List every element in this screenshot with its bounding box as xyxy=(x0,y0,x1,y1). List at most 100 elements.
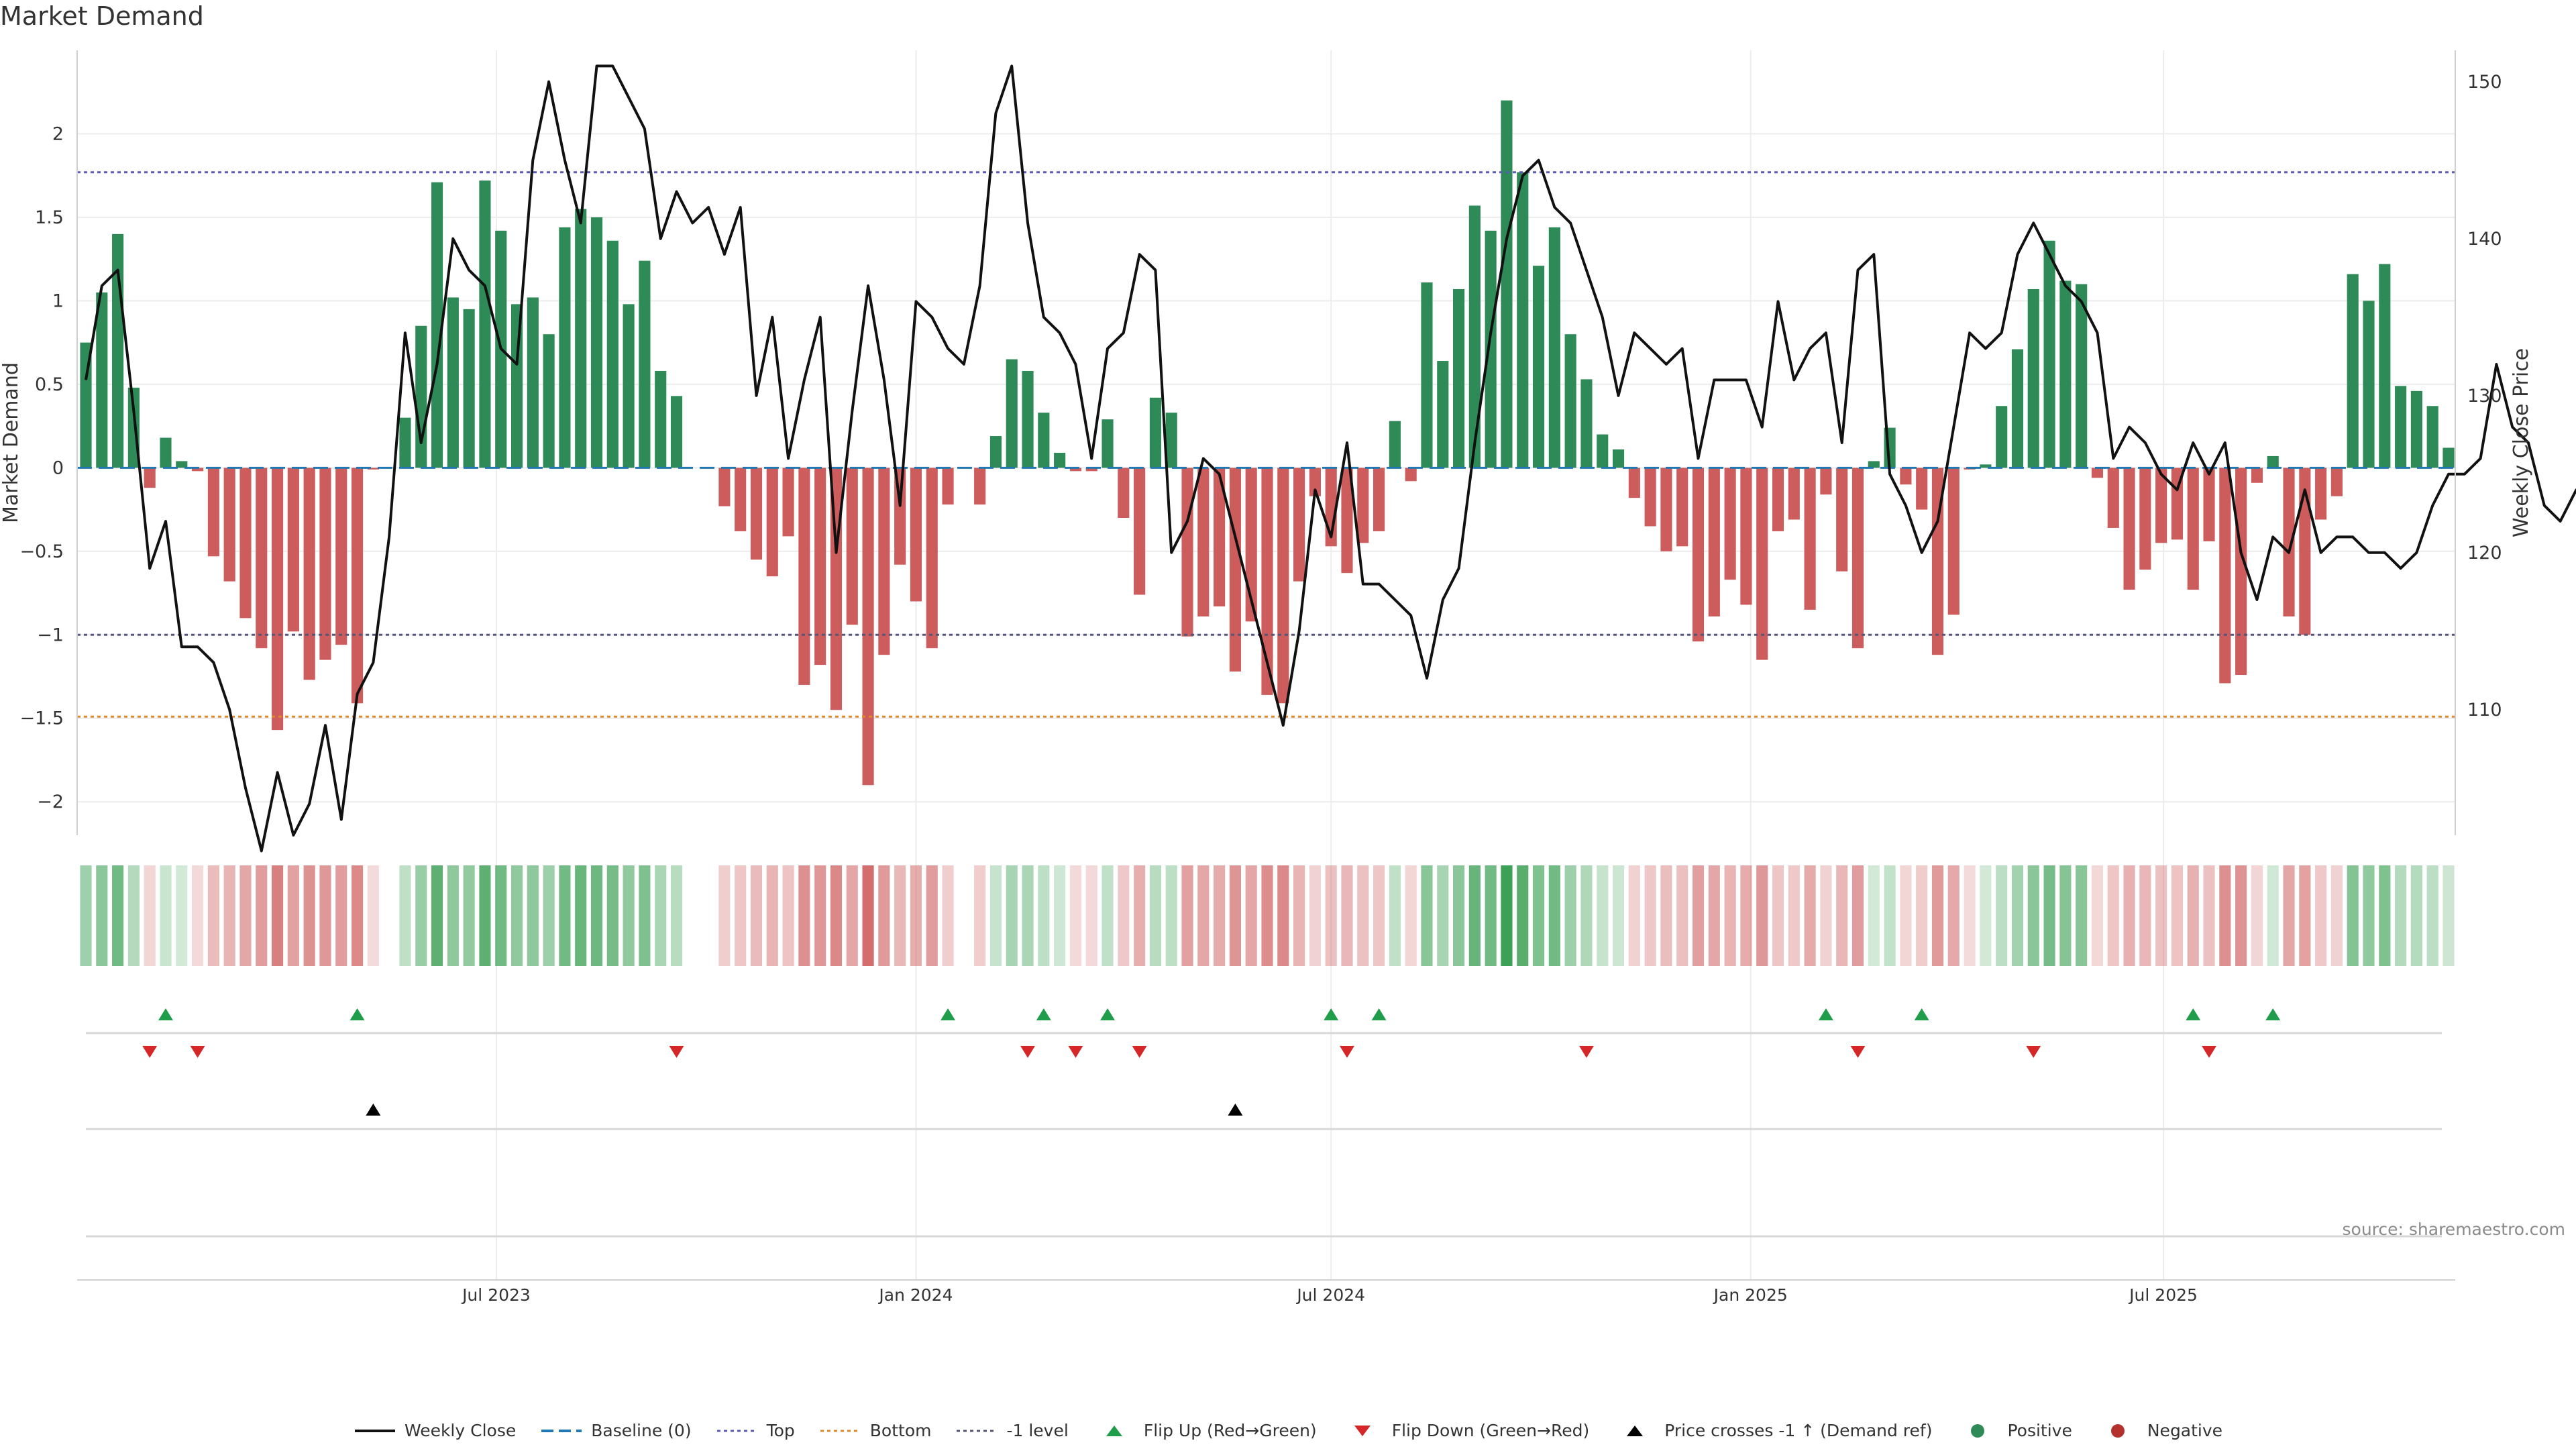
strip-cell xyxy=(798,865,810,966)
strip-cell xyxy=(1357,865,1369,966)
chart-title: Market Demand xyxy=(0,1,204,31)
demand-bar xyxy=(2139,468,2151,570)
flip-down-marker xyxy=(2026,1046,2041,1058)
demand-bar xyxy=(1916,468,1928,510)
strip-cell xyxy=(351,865,364,966)
flip-up-marker xyxy=(1818,1008,1833,1020)
demand-bar xyxy=(2395,386,2407,468)
strip-cell xyxy=(2315,865,2327,966)
demand-bar xyxy=(319,468,331,660)
flip-up-marker xyxy=(350,1008,365,1020)
cross-marker xyxy=(366,1104,381,1116)
demand-bar xyxy=(862,468,874,786)
strip-cell xyxy=(1102,865,1114,966)
strip-cell xyxy=(239,865,252,966)
x-tick-label: Jul 2025 xyxy=(2128,1285,2198,1305)
strip-cell xyxy=(559,865,571,966)
demand-bar xyxy=(272,468,284,731)
cross-marker xyxy=(1228,1104,1243,1116)
demand-bar xyxy=(543,334,555,468)
demand-bar xyxy=(1453,288,1465,468)
strip-cell xyxy=(96,865,108,966)
legend-swatch xyxy=(716,1430,757,1432)
strip-cell xyxy=(1245,865,1257,966)
legend-item-bottom: Bottom xyxy=(819,1421,932,1440)
y-tick-label: 2 xyxy=(52,123,64,144)
strip-cell xyxy=(2443,865,2455,966)
demand-bar xyxy=(303,468,315,680)
strip-cell xyxy=(1644,865,1656,966)
strip-cell xyxy=(1309,865,1321,966)
strip-cell xyxy=(176,865,188,966)
demand-bar xyxy=(2426,406,2438,468)
demand-bar xyxy=(766,468,778,577)
y2-tick-label: 140 xyxy=(2467,229,2502,250)
demand-bar xyxy=(511,304,523,468)
strip-cell xyxy=(2330,865,2343,966)
strip-cell xyxy=(623,865,635,966)
demand-bar xyxy=(1644,468,1656,527)
legend-label: Bottom xyxy=(869,1421,932,1440)
y-tick-label: −0.5 xyxy=(19,541,64,562)
price-line-layer xyxy=(85,64,2576,853)
legend-label: Top xyxy=(766,1421,795,1440)
legend-swatch xyxy=(1971,1424,1985,1438)
strip-cell xyxy=(2123,865,2135,966)
strip-cell xyxy=(367,865,379,966)
strip-cell xyxy=(2076,865,2088,966)
source-note: source: sharemaestro.com xyxy=(2342,1220,2566,1239)
demand-bar xyxy=(2123,468,2135,590)
legend-label: Flip Up (Red→Green) xyxy=(1143,1421,1317,1440)
y2-axis-label: Weekly Close Price xyxy=(2510,348,2533,537)
strip-cell xyxy=(319,865,331,966)
flip-up-marker xyxy=(2186,1008,2201,1020)
strip-cell xyxy=(655,865,667,966)
flip-down-marker xyxy=(1850,1046,1866,1058)
legend-item-cross: Price crosses -1 ↑ (Demand ref) xyxy=(1613,1421,1932,1440)
flip-down-marker xyxy=(1339,1046,1354,1058)
strip-cell xyxy=(431,865,443,966)
strip-cell xyxy=(1660,865,1672,966)
demand-bar xyxy=(2443,447,2455,468)
demand-bar xyxy=(559,227,571,468)
demand-bar xyxy=(1038,413,1050,468)
demand-bar xyxy=(80,342,92,468)
demand-bar xyxy=(351,468,364,704)
legend-item-flip-up: Flip Up (Red→Green) xyxy=(1093,1421,1317,1440)
strip-cell xyxy=(942,865,954,966)
flip-down-marker xyxy=(669,1046,684,1058)
strip-cell xyxy=(1692,865,1705,966)
demand-bar xyxy=(798,468,810,685)
demand-bar xyxy=(750,468,763,560)
strip-cell xyxy=(1165,865,1177,966)
demand-bar xyxy=(606,240,619,468)
demand-bar xyxy=(655,370,667,468)
demand-bar xyxy=(1149,397,1161,468)
legend-label: Positive xyxy=(2007,1421,2072,1440)
strip-cell xyxy=(2011,865,2024,966)
strip-cell xyxy=(1325,865,1337,966)
demand-bar xyxy=(2330,468,2343,496)
demand-bar xyxy=(1214,468,1226,606)
demand-bar xyxy=(1532,266,1545,468)
x-tick-label: Jan 2025 xyxy=(1713,1285,1788,1305)
strip-cell xyxy=(2299,865,2311,966)
flip-up-marker xyxy=(158,1008,173,1020)
demand-bar xyxy=(639,260,651,468)
y2-tick-label: 130 xyxy=(2467,386,2502,407)
y-tick-label: −1 xyxy=(37,625,64,645)
demand-bar xyxy=(1085,468,1097,472)
demand-bar xyxy=(1421,282,1433,468)
strip-cell xyxy=(639,865,651,966)
strip-cell xyxy=(1947,865,1960,966)
legend-label: -1 level xyxy=(1006,1421,1069,1440)
strip-cell xyxy=(1868,865,1880,966)
strip-cell xyxy=(303,865,315,966)
reference-lines xyxy=(77,171,2455,718)
demand-bar xyxy=(207,468,219,557)
strip-cell xyxy=(2395,865,2407,966)
strip-cell xyxy=(606,865,619,966)
demand-bar xyxy=(1054,452,1066,468)
strip-cell xyxy=(2410,865,2422,966)
